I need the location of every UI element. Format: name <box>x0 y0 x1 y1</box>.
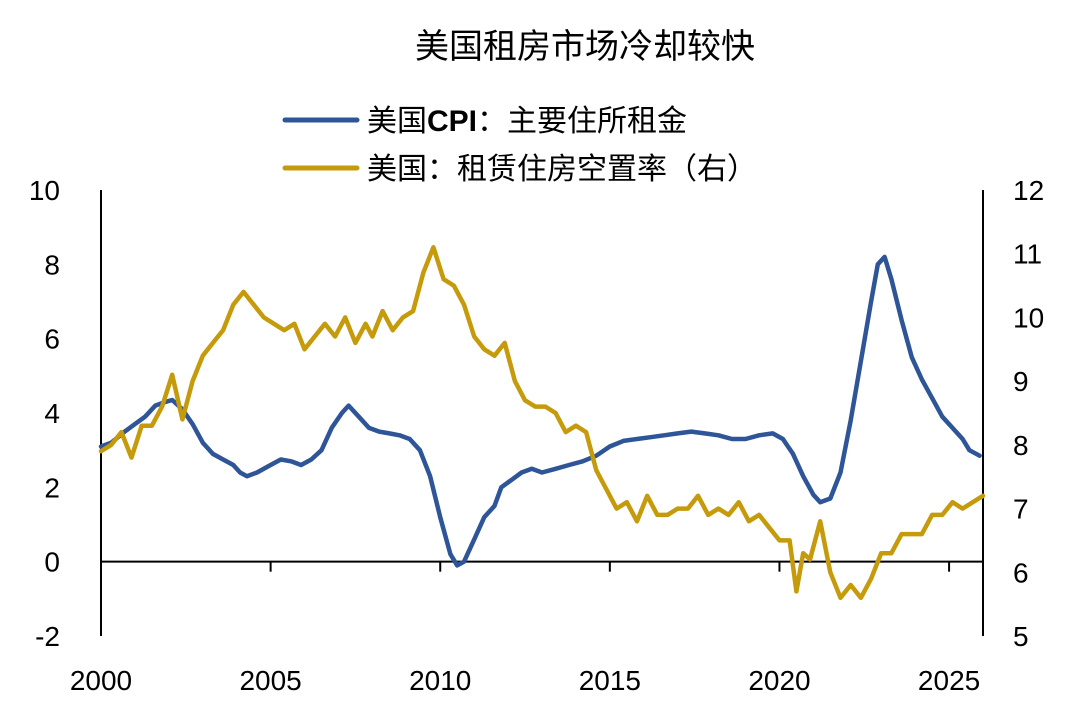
y-right-tick-label: 9 <box>1013 366 1029 397</box>
y-left-tick-label: -2 <box>35 621 60 652</box>
y-left-tick-label: 8 <box>44 249 60 280</box>
x-tick-label: 2000 <box>70 665 132 696</box>
x-tick-label: 2020 <box>748 665 810 696</box>
legend-label: 美国CPI：主要住所租金 <box>367 104 687 139</box>
y-right-tick-label: 6 <box>1013 557 1029 588</box>
series-line-vacancy-rate <box>98 245 986 601</box>
series-line-rent-cpi <box>98 254 982 568</box>
x-tick-label: 2015 <box>579 665 641 696</box>
y-right-tick-label: 12 <box>1013 175 1044 206</box>
y-right-tick-label: 5 <box>1013 621 1029 652</box>
y-right-tick-label: 11 <box>1013 239 1042 270</box>
x-tick-label: 2025 <box>918 665 980 696</box>
y-left-tick-label: 2 <box>44 472 60 503</box>
y-left-axis: -2 0 2 4 6 8 10 <box>29 175 102 652</box>
y-left-tick-label: 10 <box>29 175 60 206</box>
x-tick-label: 2005 <box>239 665 301 696</box>
y-left-tick-label: 0 <box>44 547 60 578</box>
x-axis: 2000 2005 2010 2015 2020 2025 <box>70 560 983 696</box>
y-right-tick-label: 10 <box>1013 302 1044 333</box>
chart-title: 美国租房市场冷却较快 <box>415 27 755 67</box>
y-right-tick-label: 8 <box>1013 430 1029 461</box>
series-layer <box>98 245 986 601</box>
legend-label: 美国：租赁住房空置率（右） <box>367 152 757 187</box>
y-left-tick-label: 4 <box>44 398 60 429</box>
y-right-axis: 5 6 7 8 9 10 11 12 <box>982 175 1044 652</box>
x-tick-label: 2010 <box>409 665 471 696</box>
y-left-tick-label: 6 <box>44 324 60 355</box>
y-right-tick-label: 7 <box>1013 494 1029 525</box>
